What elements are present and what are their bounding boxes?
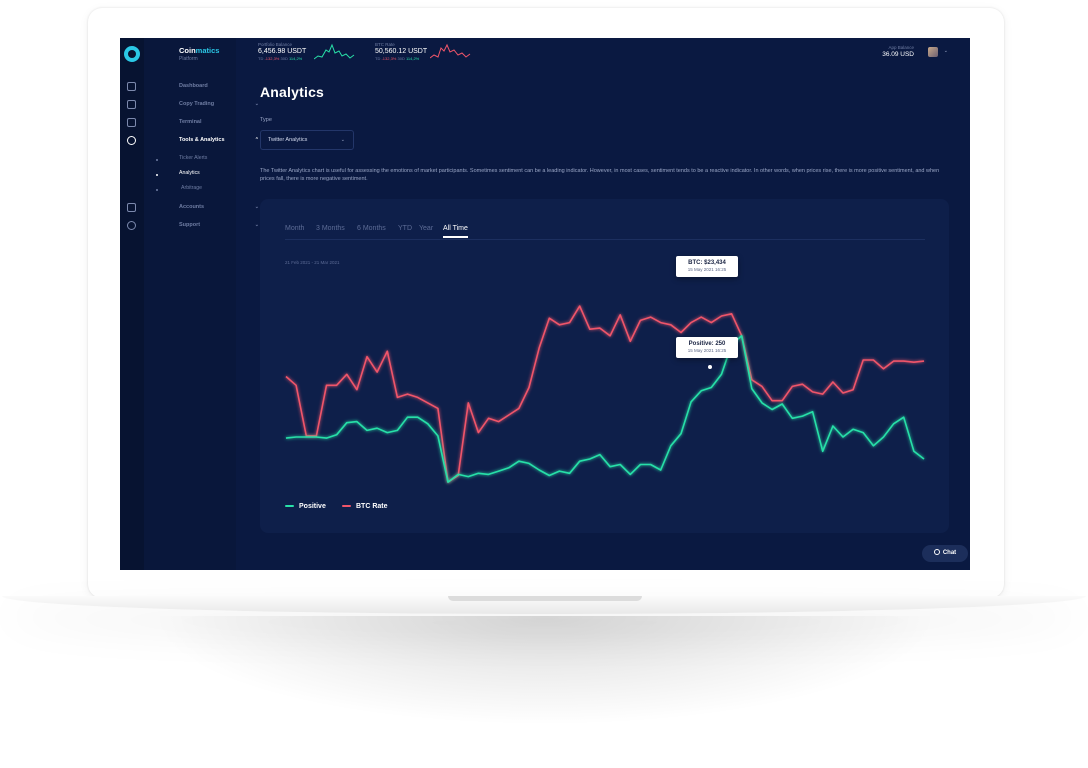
avatar[interactable] (928, 47, 938, 57)
btc-rate-changes: TD -132,3% 30D 114,2% (375, 56, 420, 61)
sidebar-item-support[interactable]: Support ⌄ (179, 222, 259, 228)
chevron-down-icon: ⌄ (340, 137, 345, 143)
analytics-description: The Twitter Analytics chart is useful fo… (260, 168, 940, 182)
btc-sparkline (430, 43, 471, 59)
legend-item-btc-rate[interactable]: BTC Rate (342, 503, 388, 510)
sidebar-item-label: Copy Trading (179, 101, 215, 107)
help-icon[interactable] (127, 221, 136, 230)
type-label: Type (260, 117, 272, 123)
portfolio-balance-widget[interactable]: Portfolio Balance 6,456.98 USDT TD -132,… (258, 42, 306, 61)
chevron-down-icon: ⌄ (254, 204, 259, 210)
tab-6-months[interactable]: 6 Months (357, 225, 386, 232)
page-title: Analytics (260, 84, 325, 100)
period-tabs: Month 3 Months 6 Months YTD Year All Tim… (285, 225, 925, 240)
sidebar-item-dashboard[interactable]: Dashboard (179, 83, 259, 89)
app-balance-label: App Balance (888, 45, 914, 50)
sidebar-item-label: Dashboard (179, 83, 208, 89)
chevron-down-icon: ⌄ (254, 101, 259, 107)
sidebar-item-tools-analytics[interactable]: Tools & Analytics ⌃ (179, 137, 259, 143)
chat-button-label: Chat (942, 550, 957, 556)
sidebar-item-label: Tools & Analytics (179, 137, 225, 143)
legend-item-positive[interactable]: Positive (285, 503, 326, 510)
subitem-dot (156, 174, 158, 176)
sidebar-item-label: Accounts (179, 204, 205, 210)
brand-name: Coinmatics (179, 46, 220, 55)
btc-rate-value: 50,560.12 USDT (375, 48, 428, 55)
portfolio-sparkline (314, 43, 355, 60)
tab-3-months[interactable]: 3 Months (316, 225, 345, 232)
date-range: 21 Feb 2021 - 21 Mar 2021 (285, 260, 340, 265)
app-balance-value: 36.09 USD (882, 51, 914, 58)
series-line-positive (285, 335, 925, 483)
main-content: Portfolio Balance 6,456.98 USDT TD -132,… (236, 38, 970, 570)
subitem-dot (156, 189, 158, 191)
icon-rail (120, 38, 144, 570)
series-line-btc-rate (285, 305, 925, 483)
chevron-up-icon: ⌃ (254, 137, 259, 143)
hover-point (708, 365, 712, 369)
sidebar-subitem-arbitrage[interactable]: Arbitrage (181, 185, 203, 191)
sidebar-item-label: Support (179, 222, 201, 228)
app-balance-widget[interactable]: App Balance 36.09 USD (882, 45, 914, 58)
btc-rate-widget[interactable]: BTC Rate 50,560.12 USDT TD -132,3% 30D 1… (375, 42, 427, 61)
copy-icon[interactable] (127, 100, 136, 109)
sidebar-item-copy-trading[interactable]: Copy Trading ⌄ (179, 101, 259, 107)
chart-card: Month 3 Months 6 Months YTD Year All Tim… (260, 199, 949, 533)
chevron-down-icon[interactable]: ⌄ (943, 48, 948, 54)
line-chart[interactable] (260, 199, 949, 533)
logo-icon (124, 46, 140, 62)
sidebar-subitem-ticker-alerts[interactable]: Ticker Alerts (179, 155, 208, 161)
legend-swatch (285, 505, 294, 508)
sidebar-subitem-analytics[interactable]: Analytics (179, 170, 200, 176)
chevron-down-icon: ⌄ (254, 222, 259, 228)
chat-bubble-icon (933, 549, 940, 556)
tab-year[interactable]: Year (419, 225, 434, 232)
portfolio-balance-value: 6,456.98 USDT (258, 48, 307, 55)
tab-month[interactable]: Month (285, 225, 305, 232)
wallet-icon[interactable] (127, 203, 136, 212)
subitem-dot (156, 159, 158, 161)
portfolio-balance-label: Portfolio Balance (258, 42, 293, 47)
app-screen: Coinmatics Platform Dashboard Copy Tradi… (120, 38, 970, 570)
terminal-icon[interactable] (127, 118, 136, 127)
sidebar-item-accounts[interactable]: Accounts ⌄ (179, 204, 259, 210)
portfolio-balance-changes: TD -132,3% 30D 114,2% (258, 56, 303, 61)
sidebar-item-label: Terminal (179, 119, 202, 125)
laptop-notch (448, 596, 642, 601)
dashboard-icon[interactable] (127, 82, 136, 91)
btc-tooltip: BTC: $23,434 15 May 2021 16:25 (676, 256, 738, 277)
legend-swatch (342, 505, 351, 508)
laptop-shadow (150, 616, 940, 726)
type-select-value: Twitter Analytics (268, 137, 308, 143)
chat-button[interactable]: Chat (922, 545, 968, 562)
positive-tooltip: Positive: 250 15 May 2021 16:25 (676, 337, 738, 358)
sidebar-item-terminal[interactable]: Terminal (179, 119, 259, 125)
type-select[interactable]: Twitter Analytics ⌄ (260, 130, 354, 150)
sidebar: Coinmatics Platform Dashboard Copy Tradi… (144, 38, 259, 570)
laptop-base (2, 596, 1086, 614)
analytics-icon[interactable] (127, 136, 136, 145)
btc-rate-label: BTC Rate (375, 42, 395, 47)
tab-all-time[interactable]: All Time (443, 225, 468, 238)
brand-subtitle: Platform (179, 56, 198, 62)
tab-ytd[interactable]: YTD (398, 225, 412, 232)
